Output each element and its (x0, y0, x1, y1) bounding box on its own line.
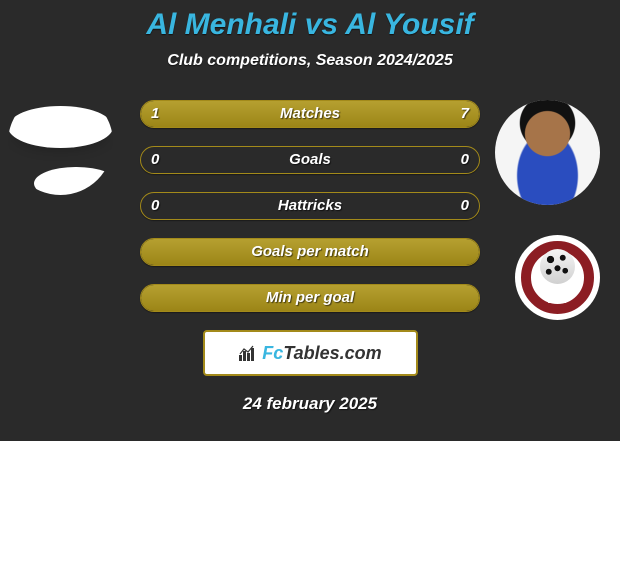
placeholder-silhouette-icon (34, 167, 113, 195)
badge-text: FcTables.com (262, 343, 381, 364)
player-2-club-crest: 1954 (515, 235, 600, 320)
stat-bars: 17Matches 00Goals 00Hattricks Goals per mat… (140, 100, 480, 312)
stat-label: Min per goal (141, 285, 479, 311)
crest-year: 1954 (515, 296, 600, 305)
player-1-avatar (8, 90, 113, 195)
vs-label: vs (305, 8, 338, 41)
stat-row: 00Goals (140, 146, 480, 174)
badge-prefix: Fc (262, 343, 283, 363)
stat-row: Goals per match (140, 238, 480, 266)
stat-row: 00Hattricks (140, 192, 480, 220)
comparison-content: 1954 17Matches 00Goals 00Hattricks Goals pe… (0, 100, 620, 414)
fctables-badge: FcTables.com (203, 330, 418, 376)
stat-label: Matches (141, 101, 479, 127)
page-title: Al Menhali vs Al Yousif (0, 0, 620, 42)
stat-row: 17Matches (140, 100, 480, 128)
stat-label: Hattricks (141, 193, 479, 219)
stat-row: Min per goal (140, 284, 480, 312)
player-photo-icon (495, 100, 600, 205)
snapshot-date: 24 february 2025 (0, 394, 620, 414)
stat-label: Goals (141, 147, 479, 173)
subtitle: Club competitions, Season 2024/2025 (0, 52, 620, 70)
stat-label: Goals per match (141, 239, 479, 265)
placeholder-silhouette-icon (8, 106, 113, 148)
player-1-name: Al Menhali (146, 8, 296, 41)
bar-chart-icon (238, 344, 258, 362)
player-2-avatar (495, 100, 600, 205)
player-2-name: Al Yousif (345, 8, 473, 41)
badge-suffix: Tables.com (283, 343, 381, 363)
club-crest-icon: 1954 (515, 235, 600, 320)
